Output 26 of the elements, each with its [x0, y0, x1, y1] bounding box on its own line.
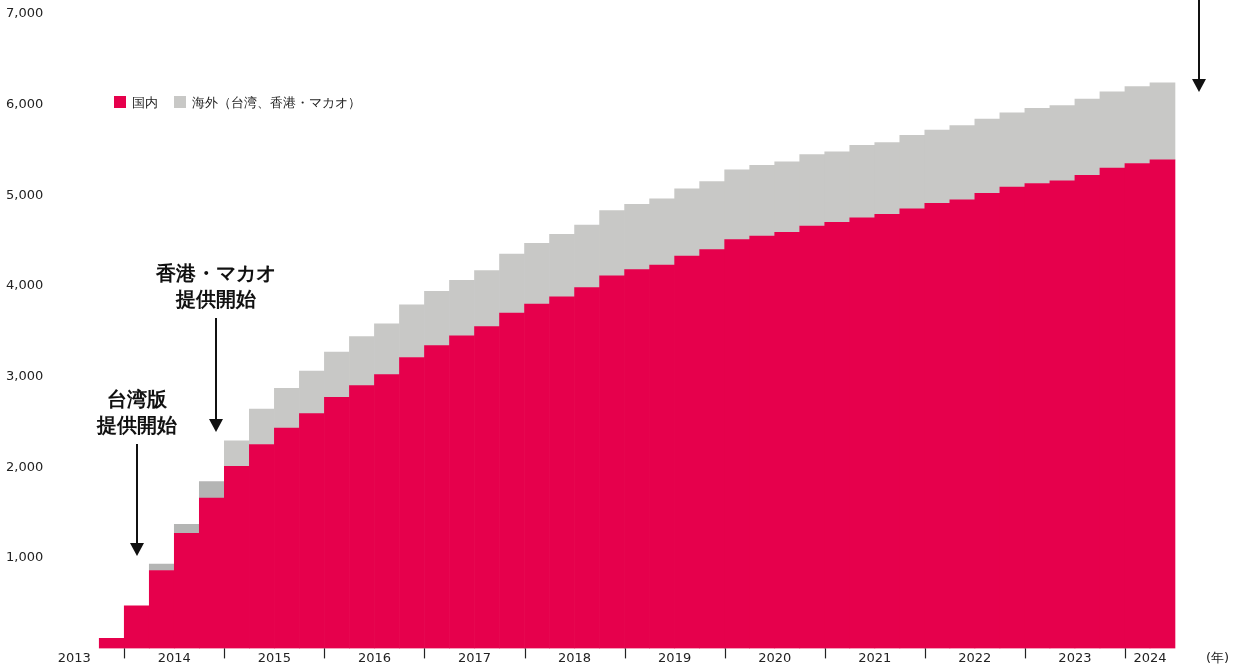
y-tick-label: 3,000	[6, 367, 44, 383]
x-tick-label: 2019	[658, 649, 692, 665]
y-tick-label: 6,000	[6, 96, 44, 111]
x-tick-label: 2023	[1058, 649, 1092, 665]
x-tick-label: 2015	[257, 649, 291, 665]
legend-label: 海外（台湾、香港・マカオ）	[191, 94, 362, 112]
x-axis-title: (年)	[1206, 649, 1230, 668]
y-tick-label: 1,000	[6, 549, 44, 565]
y-tick-label: 5,000	[6, 186, 44, 202]
annotation: 香港・マカオ提供開始	[156, 260, 276, 312]
bar	[173, 523, 200, 534]
x-tick-label: 2021	[858, 649, 892, 665]
x-tick-label: 2020	[758, 649, 792, 665]
y-tick-label: 4,000	[6, 277, 44, 293]
x-tick-label: 2014	[157, 649, 191, 665]
x-tick-label: 2016	[357, 649, 391, 665]
bar	[198, 481, 225, 499]
x-tick-label: 2013	[57, 649, 91, 665]
y-tick-label: 7,000	[6, 5, 44, 21]
legend-label: 国内	[131, 94, 159, 112]
x-tick-label: 2018	[558, 649, 592, 665]
x-tick-label: 2022	[958, 649, 992, 665]
x-tick-label: 2024	[1133, 649, 1167, 665]
x-tick-label: 2017	[457, 649, 492, 665]
y-tick-label: 2,000	[6, 458, 44, 474]
annotation: 台湾版提供開始	[97, 386, 177, 438]
